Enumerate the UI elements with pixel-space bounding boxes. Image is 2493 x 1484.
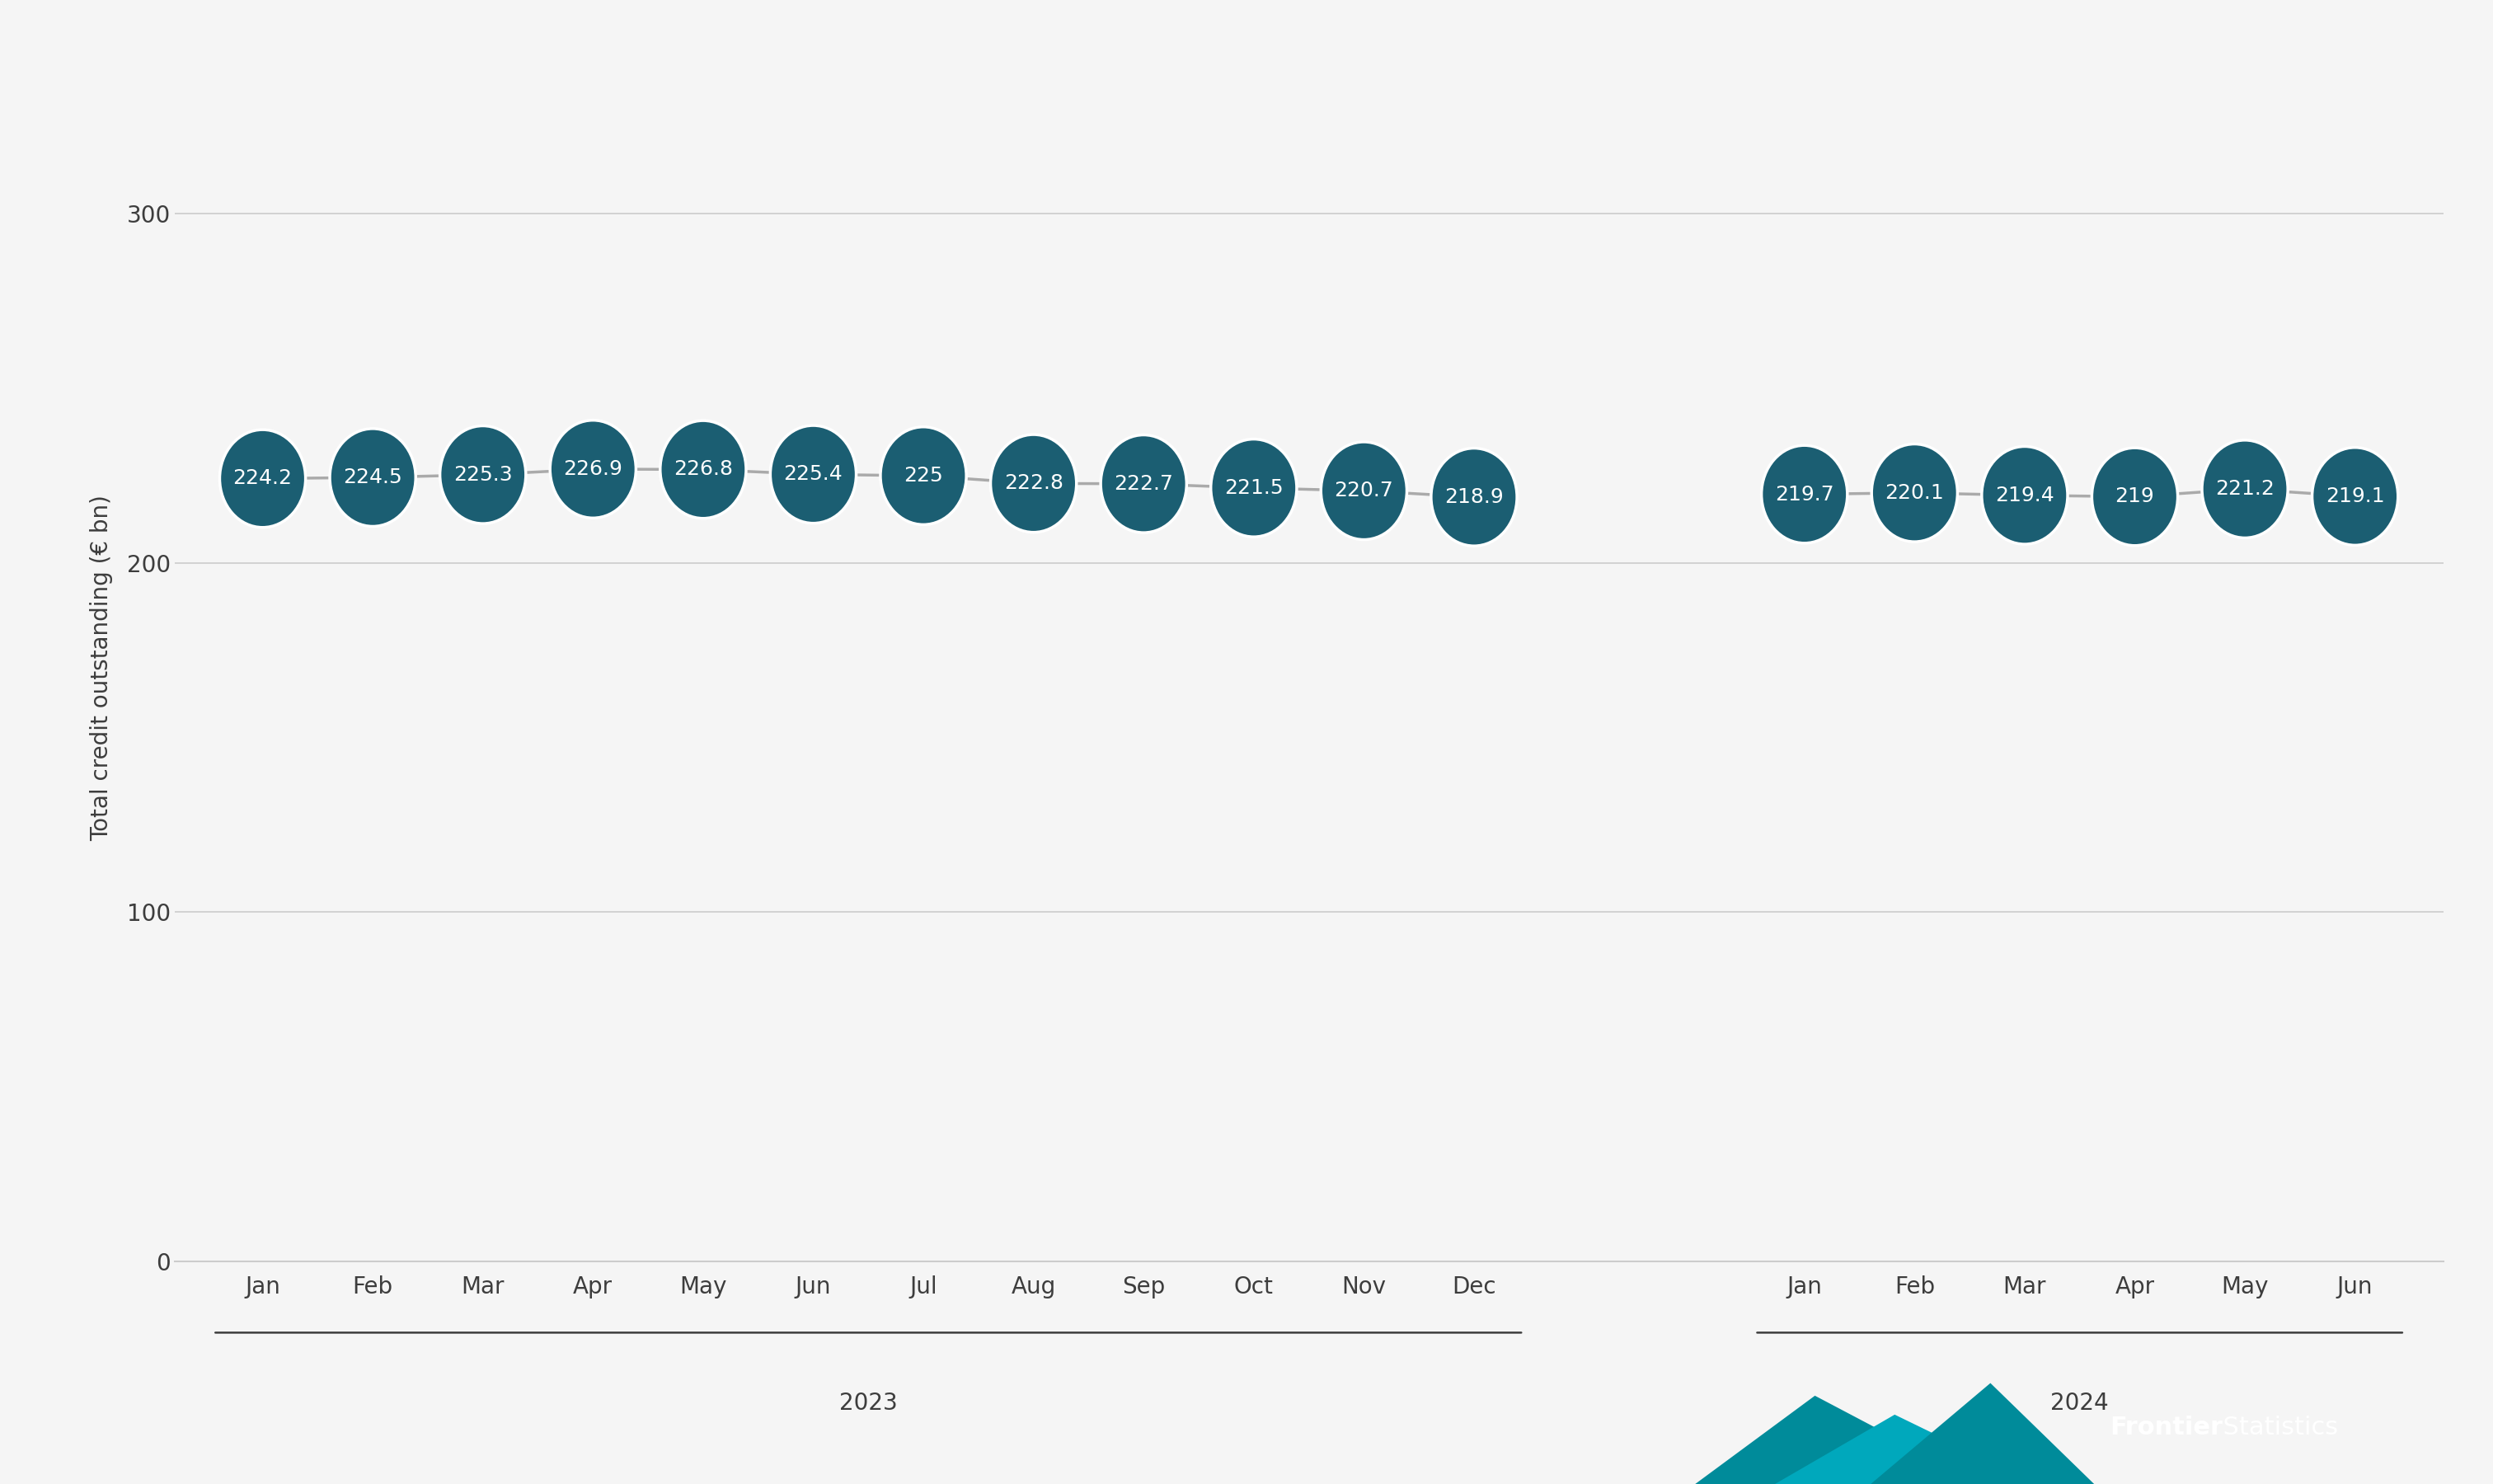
Ellipse shape (551, 420, 636, 518)
Text: Frontier: Frontier (2109, 1416, 2224, 1439)
Ellipse shape (990, 435, 1077, 533)
Polygon shape (1695, 1395, 1935, 1484)
Text: 225.4: 225.4 (783, 464, 843, 484)
Ellipse shape (2201, 441, 2289, 537)
Text: 219.4: 219.4 (1994, 485, 2054, 505)
Text: 224.2: 224.2 (232, 469, 292, 488)
Text: 224.5: 224.5 (344, 467, 401, 487)
Ellipse shape (770, 426, 855, 524)
Text: 225.3: 225.3 (454, 464, 514, 485)
Ellipse shape (219, 430, 307, 527)
Ellipse shape (1763, 445, 1847, 543)
Ellipse shape (2311, 448, 2398, 545)
Text: 226.8: 226.8 (673, 460, 733, 479)
Text: 221.2: 221.2 (2216, 479, 2274, 499)
Text: 222.7: 222.7 (1114, 473, 1174, 494)
Ellipse shape (1431, 448, 1516, 546)
Ellipse shape (329, 429, 416, 527)
Ellipse shape (1102, 435, 1187, 533)
Y-axis label: Total credit outstanding (€ bn): Total credit outstanding (€ bn) (90, 494, 112, 841)
Text: 222.8: 222.8 (1005, 473, 1062, 493)
Text: 218.9: 218.9 (1443, 487, 1503, 508)
Text: 225: 225 (902, 466, 942, 485)
Text: 219: 219 (2114, 487, 2154, 506)
Ellipse shape (1982, 447, 2067, 545)
Polygon shape (1775, 1414, 1999, 1484)
Text: 220.7: 220.7 (1334, 481, 1394, 500)
Text: 219.1: 219.1 (2326, 487, 2386, 506)
Text: 2023: 2023 (840, 1392, 897, 1416)
Text: 226.9: 226.9 (563, 459, 623, 479)
Text: 220.1: 220.1 (1885, 482, 1945, 503)
Ellipse shape (1872, 444, 1957, 542)
Ellipse shape (661, 420, 745, 518)
Text: 2024: 2024 (2052, 1392, 2109, 1416)
Ellipse shape (1212, 439, 1296, 537)
Text: 221.5: 221.5 (1224, 478, 1284, 497)
Ellipse shape (880, 427, 967, 525)
Ellipse shape (2092, 448, 2179, 546)
Text: Statistics: Statistics (2109, 1416, 2338, 1439)
Text: 219.7: 219.7 (1775, 484, 1835, 505)
Polygon shape (1870, 1383, 2094, 1484)
Ellipse shape (1321, 442, 1406, 540)
Ellipse shape (439, 426, 526, 524)
